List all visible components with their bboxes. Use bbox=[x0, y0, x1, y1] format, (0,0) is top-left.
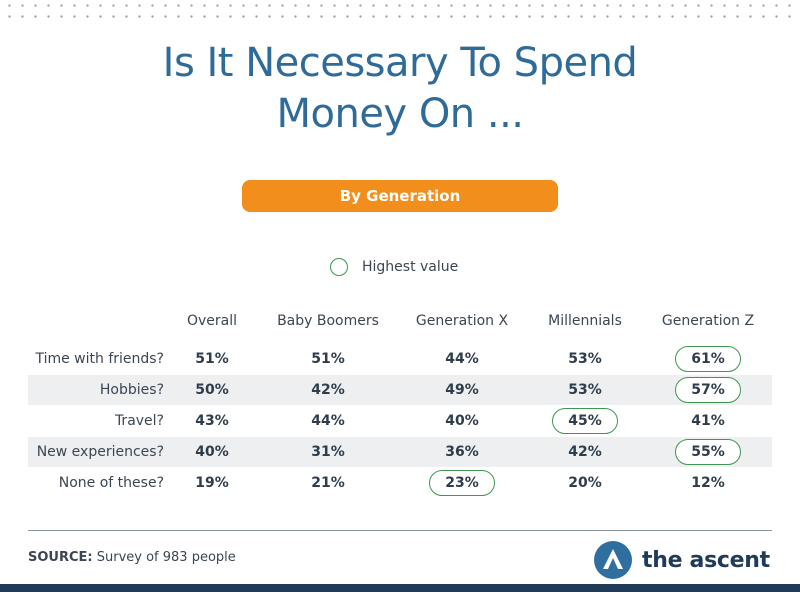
cell-value: 40% bbox=[445, 413, 479, 429]
row-label: Time with friends? bbox=[35, 351, 164, 367]
title-line-1: Is It Necessary To Spend bbox=[162, 40, 638, 86]
table-cell: 42% bbox=[545, 437, 625, 467]
legend: Highest value bbox=[330, 256, 458, 278]
table-cell: 51% bbox=[288, 344, 368, 374]
brand-logo: the ascent bbox=[594, 540, 770, 580]
column-header: Baby Boomers bbox=[277, 313, 379, 329]
cell-value: 21% bbox=[311, 475, 345, 491]
cell-value: 31% bbox=[311, 444, 345, 460]
cell-value: 40% bbox=[195, 444, 229, 460]
chart-title: Is It Necessary To Spend Money On ... bbox=[0, 38, 800, 140]
table-cell: 61% bbox=[668, 344, 748, 374]
table-cell: 41% bbox=[668, 406, 748, 436]
table-cell: 31% bbox=[288, 437, 368, 467]
table-cell: 55% bbox=[668, 437, 748, 467]
table-cell: 19% bbox=[172, 468, 252, 498]
column-header: Generation Z bbox=[661, 313, 755, 329]
table-cell: 12% bbox=[668, 468, 748, 498]
cell-value: 51% bbox=[311, 351, 345, 367]
row-label: New experiences? bbox=[36, 444, 164, 460]
table-cell: 57% bbox=[668, 375, 748, 405]
highest-value-marker bbox=[552, 408, 618, 434]
cell-value: 53% bbox=[568, 382, 602, 398]
cell-value: 41% bbox=[691, 413, 725, 429]
table-cell: 21% bbox=[288, 468, 368, 498]
source-note: SOURCE: Survey of 983 people bbox=[28, 550, 236, 565]
title-line-2: Money On ... bbox=[276, 91, 524, 137]
table-cell: 44% bbox=[422, 344, 502, 374]
cell-value: 12% bbox=[691, 475, 725, 491]
source-label: SOURCE: bbox=[28, 550, 93, 565]
cell-value: 19% bbox=[195, 475, 229, 491]
brand-name: the ascent bbox=[642, 547, 770, 573]
subtitle-pill: By Generation bbox=[242, 180, 558, 212]
cell-value: 44% bbox=[311, 413, 345, 429]
cell-value: 57% bbox=[691, 382, 725, 398]
highlight-circle-icon bbox=[330, 258, 348, 276]
table-cell: 50% bbox=[172, 375, 252, 405]
highest-value-marker bbox=[429, 470, 495, 496]
column-header: Overall bbox=[186, 313, 238, 329]
table-row: Time with friends? 51% 51% 44% 53% 61% bbox=[28, 344, 772, 374]
row-label: Hobbies? bbox=[99, 382, 164, 398]
table-row: Hobbies? 50% 42% 49% 53% 57% bbox=[28, 375, 772, 405]
cell-value: 50% bbox=[195, 382, 229, 398]
cell-value: 55% bbox=[691, 444, 725, 460]
table-cell: 53% bbox=[545, 375, 625, 405]
legend-label: Highest value bbox=[362, 259, 459, 275]
table-cell: 43% bbox=[172, 406, 252, 436]
column-header: Millennials bbox=[548, 313, 622, 329]
subtitle-text: By Generation bbox=[339, 187, 461, 205]
table-cell: 51% bbox=[172, 344, 252, 374]
cell-value: 45% bbox=[568, 413, 602, 429]
table-cell: 45% bbox=[545, 406, 625, 436]
column-header: Generation X bbox=[415, 313, 509, 329]
cell-value: 53% bbox=[568, 351, 602, 367]
cell-value: 42% bbox=[568, 444, 602, 460]
table-cell: 36% bbox=[422, 437, 502, 467]
cell-value: 51% bbox=[195, 351, 229, 367]
row-label: None of these? bbox=[58, 475, 164, 491]
cell-value: 36% bbox=[445, 444, 479, 460]
table-cell: 23% bbox=[422, 468, 502, 498]
cell-value: 44% bbox=[445, 351, 479, 367]
cell-value: 23% bbox=[445, 475, 479, 491]
row-label: Travel? bbox=[114, 413, 164, 429]
table-cell: 20% bbox=[545, 468, 625, 498]
table-cell: 40% bbox=[422, 406, 502, 436]
cell-value: 61% bbox=[691, 351, 725, 367]
cell-value: 20% bbox=[568, 475, 602, 491]
table-row: Travel? 43% 44% 40% 45% 41% bbox=[28, 406, 772, 436]
highest-value-marker bbox=[675, 346, 741, 372]
table-cell: 53% bbox=[545, 344, 625, 374]
divider bbox=[28, 530, 772, 531]
table-row: None of these? 19% 21% 23% 20% 12% bbox=[28, 468, 772, 498]
cell-value: 49% bbox=[445, 382, 479, 398]
dotted-pattern bbox=[0, 0, 800, 22]
cell-value: 43% bbox=[195, 413, 229, 429]
table-cell: 49% bbox=[422, 375, 502, 405]
source-text: Survey of 983 people bbox=[96, 550, 236, 565]
table-cell: 42% bbox=[288, 375, 368, 405]
table-cell: 44% bbox=[288, 406, 368, 436]
table-row: New experiences? 40% 31% 36% 42% 55% bbox=[28, 437, 772, 467]
footer-bar bbox=[0, 584, 800, 592]
table-cell: 40% bbox=[172, 437, 252, 467]
ascent-logo-icon bbox=[594, 541, 632, 579]
cell-value: 42% bbox=[311, 382, 345, 398]
highest-value-marker bbox=[675, 377, 741, 403]
highest-value-marker bbox=[675, 439, 741, 465]
